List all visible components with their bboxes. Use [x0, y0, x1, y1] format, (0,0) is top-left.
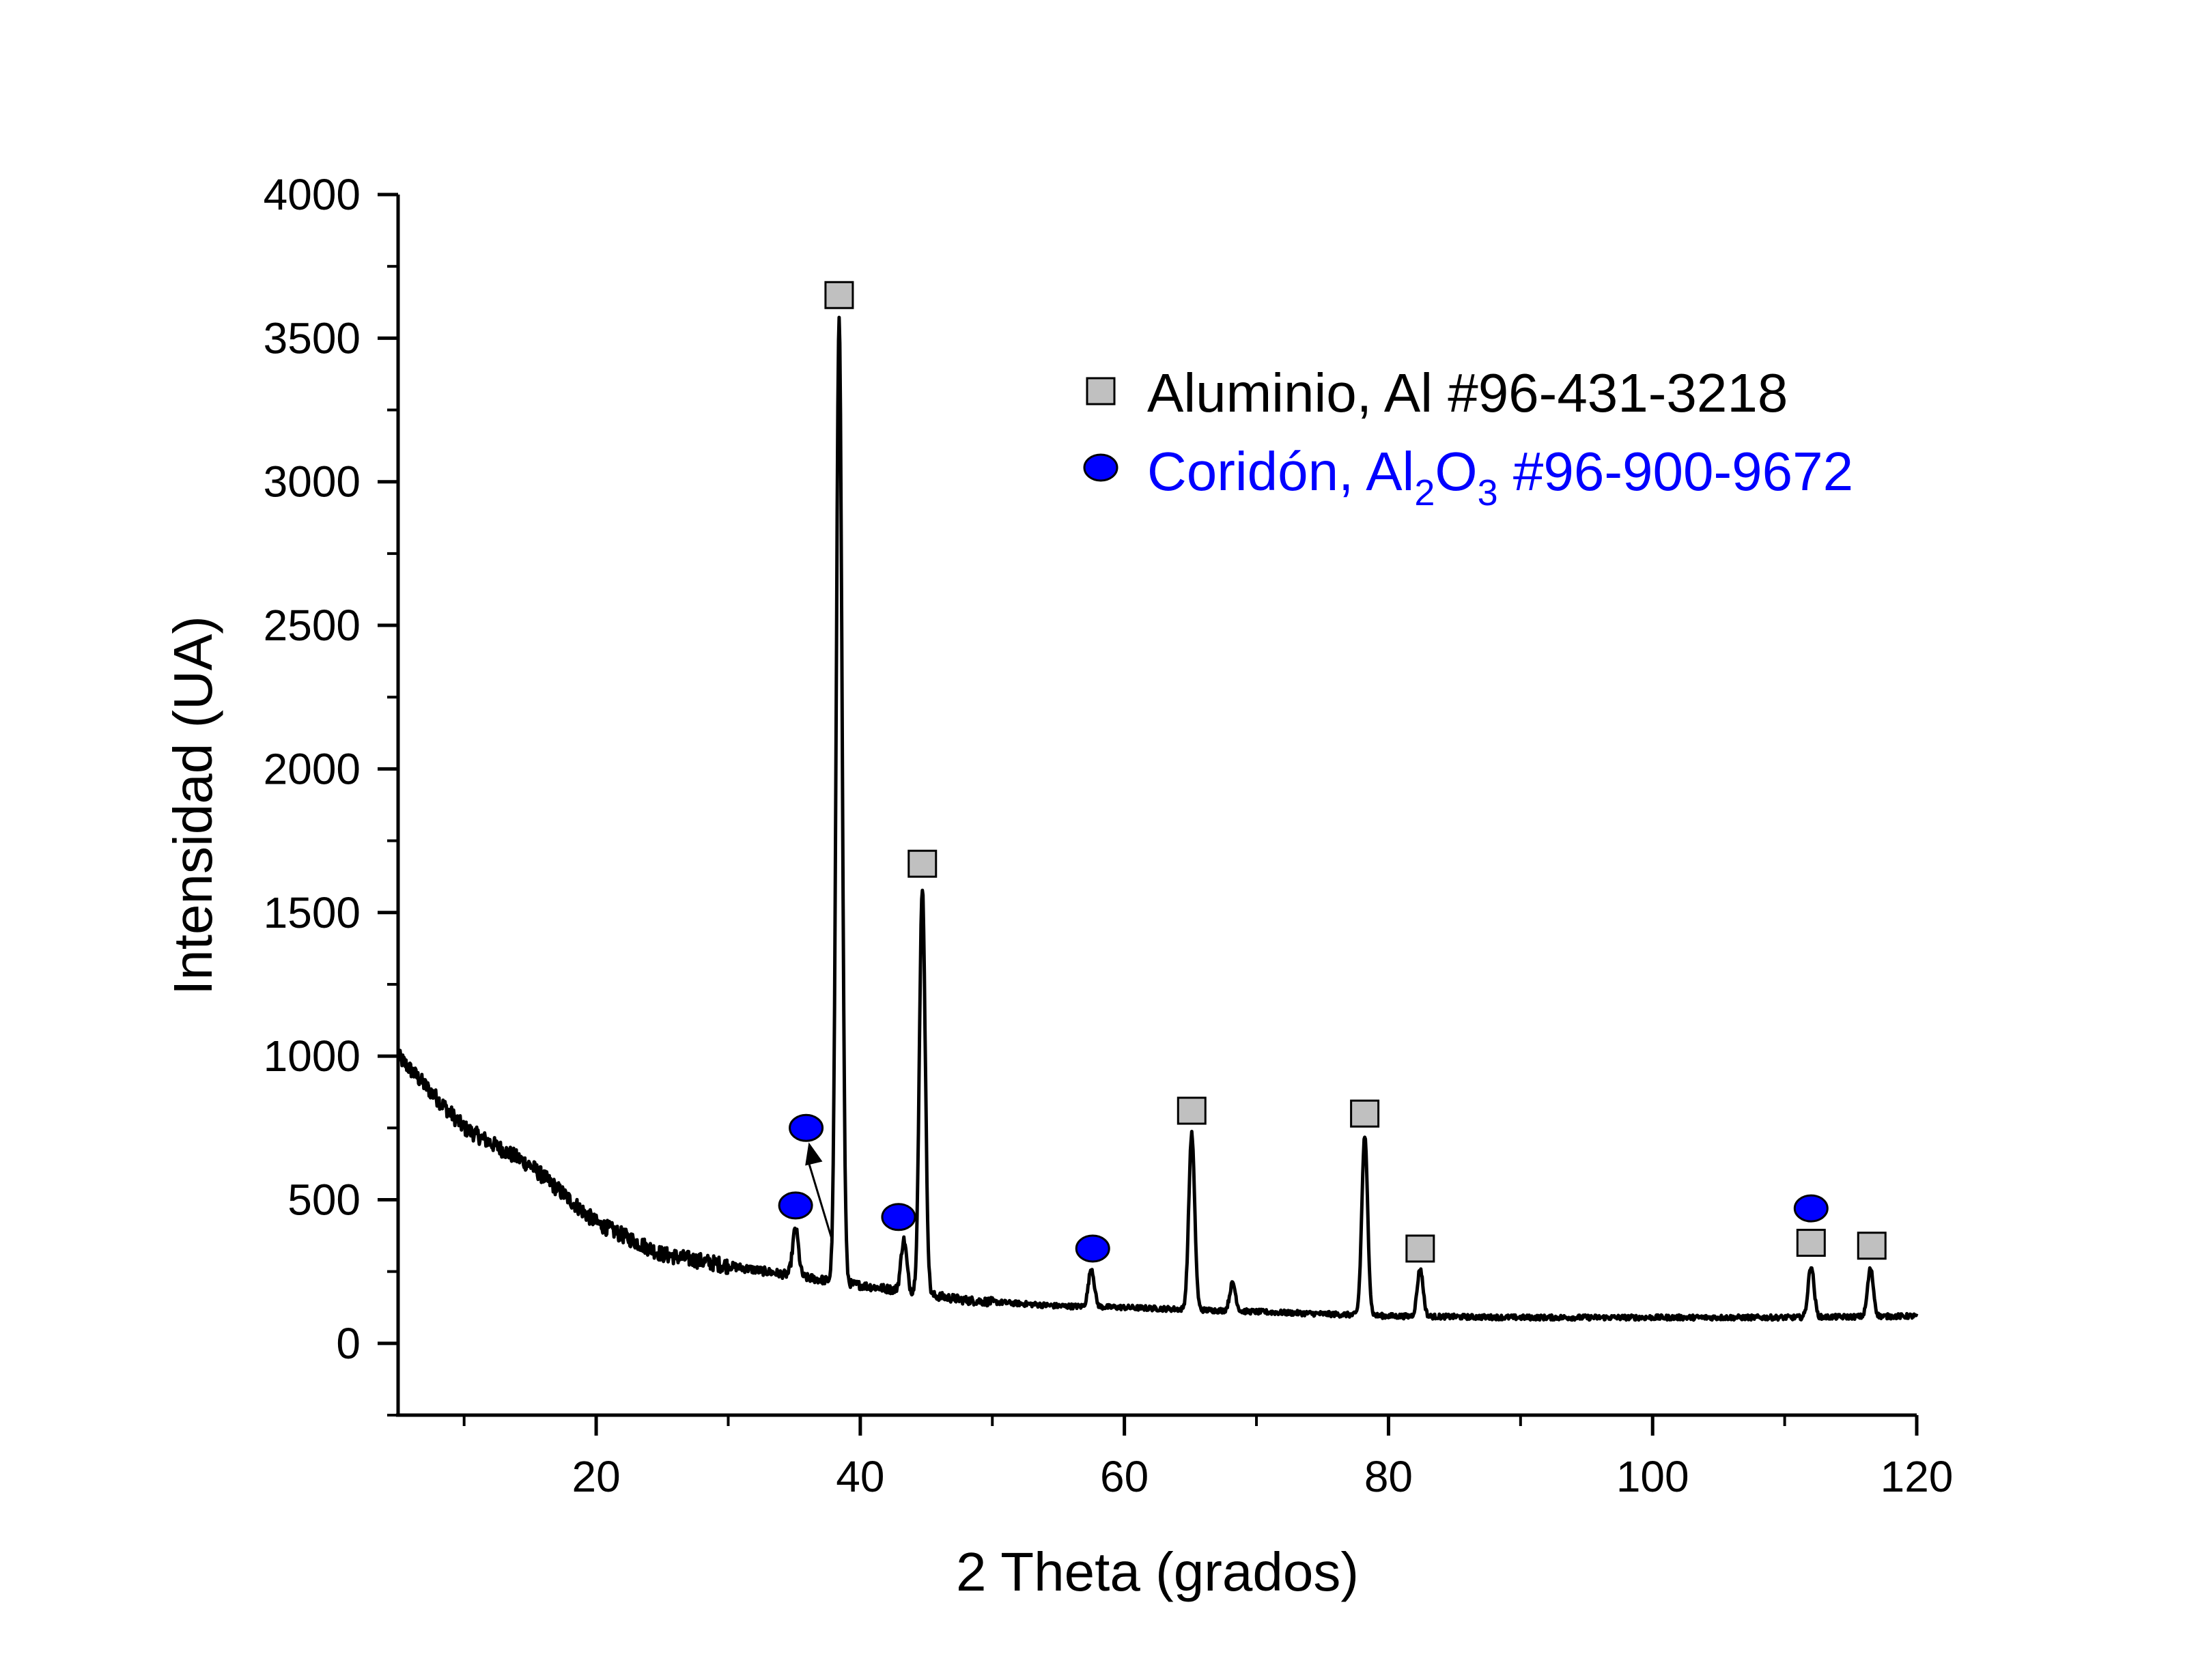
axis-ticks	[378, 193, 1919, 1436]
aluminio-marker	[1405, 1234, 1435, 1263]
legend: Aluminio, Al #96-431-3218 Coridón, Al2O3…	[1083, 362, 1853, 513]
legend-coridon-marker	[1083, 453, 1118, 482]
y-tick-label: 4000	[264, 170, 361, 219]
y-axis-title: Intensidad (UA)	[163, 616, 223, 995]
coridon-marker	[881, 1203, 916, 1231]
x-tick-label: 60	[1100, 1452, 1149, 1501]
x-tick-label: 120	[1881, 1452, 1954, 1501]
y-tick-label: 1000	[264, 1031, 361, 1081]
x-tick-label: 80	[1364, 1452, 1413, 1501]
y-tick-label: 1500	[264, 888, 361, 937]
phase-markers	[778, 281, 1887, 1263]
y-tick-labels: 0 500 1000 1500 2000 2500 3000 3500 4000	[264, 170, 361, 1368]
diffraction-curve	[396, 315, 1919, 1322]
x-tick-label: 40	[836, 1452, 884, 1501]
aluminio-marker	[1796, 1229, 1826, 1257]
aluminio-marker	[1177, 1096, 1207, 1125]
y-tick-label: 3000	[264, 457, 361, 507]
legend-aluminio-label: Aluminio, Al #96-431-3218	[1147, 362, 1788, 423]
y-tick-label: 500	[287, 1175, 361, 1224]
y-tick-label: 3500	[264, 313, 361, 362]
x-tick-labels: 20 40 60 80 100 120	[572, 1452, 1953, 1501]
aluminio-marker	[907, 849, 938, 878]
legend-aluminio-marker	[1086, 377, 1116, 405]
x-tick-label: 20	[572, 1452, 620, 1501]
arrow-head	[805, 1142, 823, 1166]
coridon-marker	[1793, 1194, 1829, 1223]
legend-coridon-label: Coridón, Al2O3 #96-900-9672	[1147, 441, 1853, 513]
coridon-marker	[789, 1113, 824, 1142]
coridon-marker	[1075, 1234, 1110, 1263]
y-tick-label: 0	[336, 1319, 361, 1368]
arrow-line	[808, 1162, 832, 1238]
aluminio-marker	[1350, 1099, 1380, 1128]
aluminio-marker	[1857, 1231, 1887, 1260]
aluminio-marker	[824, 281, 854, 309]
x-tick-label: 100	[1616, 1452, 1689, 1501]
y-tick-label: 2000	[264, 744, 361, 793]
x-axis-title: 2 Theta (grados)	[956, 1541, 1359, 1602]
coridon-marker	[778, 1191, 813, 1220]
y-tick-label: 2500	[264, 601, 361, 650]
